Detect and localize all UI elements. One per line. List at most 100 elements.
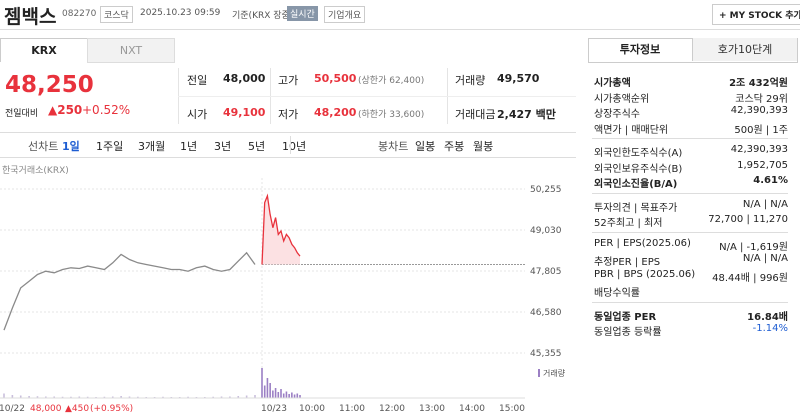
volume-bar <box>70 396 72 398</box>
realtime-badge[interactable]: 실시간 <box>287 6 318 21</box>
info-value: 48.44배 | 996원 <box>712 272 788 284</box>
volume-bar <box>86 396 89 398</box>
volume-bar <box>36 396 39 398</box>
y-tick-label: 50,255 <box>530 185 562 195</box>
info-value: 72,700 | 11,270 <box>708 214 788 225</box>
volume-bar <box>280 389 282 398</box>
info-value: 42,390,393 <box>730 105 788 116</box>
basis: 기준(KRX 장중) <box>232 11 294 21</box>
company-button[interactable]: 기업개요 <box>324 6 366 23</box>
info-value: N/A | N/A <box>742 253 788 264</box>
price-area <box>262 195 300 265</box>
volume-bar <box>111 396 114 398</box>
info-value: 코스닥 29위 <box>735 93 788 105</box>
y-tick-label: 45,355 <box>530 349 562 359</box>
change: ▲250 <box>48 103 83 117</box>
candle-chart-label[interactable]: 봉차트 <box>378 140 409 153</box>
period-tab[interactable]: 3개월 <box>138 140 166 153</box>
info-label: 상장주식수 <box>594 109 640 120</box>
quote-note: (하한가 33,600) <box>358 110 425 120</box>
volume-bar <box>19 395 22 398</box>
stock-name: 젬백스 <box>4 6 57 28</box>
price-line <box>261 193 301 265</box>
volume-bar <box>128 396 131 398</box>
quote-note: (상한가 62,400) <box>358 76 425 86</box>
period-tab[interactable]: 5년 <box>248 140 266 153</box>
info-tab[interactable]: 투자정보 <box>588 38 693 61</box>
volume-bar <box>269 383 271 398</box>
tab-krx[interactable]: KRX <box>0 38 88 62</box>
info-value: 500원 | 1주 <box>734 124 788 136</box>
x-tick-label: 10/22 <box>0 404 25 414</box>
x-tick-label: 10:00 <box>299 404 325 414</box>
quote-label: 거래대금 <box>455 108 496 121</box>
volume-bar <box>299 395 301 398</box>
period-tab[interactable]: 일봉 <box>415 140 436 153</box>
volume-bar <box>120 396 122 398</box>
volume-bar <box>137 396 139 398</box>
x-tick-label: 10/23 <box>261 404 287 414</box>
x-tick-label: 11:00 <box>339 404 365 414</box>
period-tab[interactable]: 1주일 <box>96 140 124 153</box>
period-bar <box>0 132 576 158</box>
info-label: PBR | BPS (2025.06) <box>594 268 696 280</box>
market-badge: 코스닥 <box>100 6 133 23</box>
info-divider <box>592 301 788 303</box>
quote-value: 2,427 백만 <box>497 108 556 121</box>
volume-bar <box>291 392 293 398</box>
x-tick-label: 13:00 <box>419 404 445 414</box>
quote-value: 48,000 <box>223 72 266 85</box>
info-divider <box>592 192 788 194</box>
volume-bar <box>285 391 288 398</box>
quote-label: 시가 <box>187 108 208 121</box>
period-tab[interactable]: 3년 <box>214 140 232 153</box>
current-price: 48,250 <box>5 72 94 98</box>
x-tick-label: 14:00 <box>459 404 485 414</box>
volume-bar <box>282 393 285 398</box>
info-value: 4.61% <box>753 175 788 186</box>
price-line <box>3 251 256 331</box>
quote-label: 전일 <box>187 74 208 87</box>
quote-value: 50,500 <box>314 72 357 85</box>
info-label: 52주최고 | 최저 <box>594 218 663 229</box>
volume-bar <box>220 396 223 398</box>
period-tab[interactable]: 주봉 <box>444 140 465 153</box>
info-label: 투자의견 | 목표주가 <box>594 202 678 214</box>
volume-bar <box>263 385 266 398</box>
period-tab[interactable]: 1일 <box>62 140 80 153</box>
change-label: 전일대비 <box>5 109 39 119</box>
volume-bar <box>288 394 290 398</box>
tab-nxt[interactable]: NXT <box>87 38 175 63</box>
period-tab[interactable]: 10년 <box>282 140 307 153</box>
line-chart-label[interactable]: 선차트 <box>28 140 59 153</box>
quote-value: 49,100 <box>223 106 266 119</box>
volume-bar <box>274 388 277 398</box>
info-value: 2조 432억원 <box>729 78 788 89</box>
info-label: 배당수익률 <box>594 288 640 299</box>
info-label: PER | EPS(2025.06) <box>594 237 691 249</box>
period-separator <box>290 136 291 154</box>
x-tick-label: 12:00 <box>379 404 405 414</box>
volume-bar <box>261 368 263 398</box>
y-tick-label: 47,805 <box>530 267 562 277</box>
volume-bar <box>237 396 240 398</box>
volume-bar <box>45 396 47 398</box>
volume-bar <box>212 396 214 398</box>
info-divider <box>592 231 788 233</box>
info-label: 외국인소진율(B/A) <box>594 179 678 190</box>
info-tab[interactable]: 호가10단계 <box>693 38 797 61</box>
info-label: 외국인한도주식수(A) <box>594 148 683 159</box>
volume-bar <box>272 390 274 398</box>
volume-bar <box>162 396 164 398</box>
period-tab[interactable]: 월봉 <box>473 140 494 153</box>
mystock-button[interactable]: + MY STOCK 추가 <box>712 4 800 25</box>
chart: 한국거래소(KRX) 50,255 49,030 47,805 46,580 45,355… <box>0 165 566 414</box>
period-tab[interactable]: 1년 <box>180 140 198 153</box>
volume-bar <box>229 396 231 398</box>
footer-change: ▲450 <box>65 404 90 414</box>
volume-bar <box>266 378 269 398</box>
volume-bar <box>277 392 280 398</box>
info-label: 동일업종 등락률 <box>594 327 662 338</box>
volume-bar <box>293 394 296 398</box>
